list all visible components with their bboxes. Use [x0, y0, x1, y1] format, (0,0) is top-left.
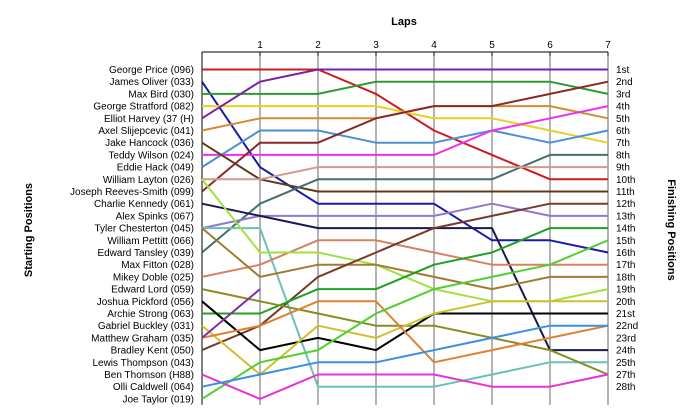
finishing-position-label: 27th: [616, 370, 635, 381]
lap-tick-label: 1: [257, 40, 263, 51]
starting-position-label: Charlie Kennedy (061): [94, 199, 194, 210]
starting-position-label: George Price (096): [109, 65, 194, 76]
finishing-position-label: 21st: [616, 309, 635, 320]
lap-tick-label: 4: [431, 40, 437, 51]
starting-position-label: Bradley Kent (050): [111, 346, 194, 357]
series-lines: [201, 68, 609, 400]
starting-position-label: George Stratford (082): [93, 102, 194, 113]
finishing-position-label: 3rd: [616, 89, 630, 100]
series-line: [201, 81, 609, 254]
finishing-position-label: 22nd: [616, 321, 638, 332]
starting-position-label: Ben Thomson (H88): [104, 370, 194, 381]
finishing-positions-axis-title: Finishing Positions: [665, 179, 677, 280]
starting-position-label: Mikey Doble (025): [113, 272, 194, 283]
finishing-position-label: 4th: [616, 102, 630, 113]
lap-tick-label: 7: [605, 40, 611, 51]
series-line: [201, 227, 608, 291]
starting-position-label: Olli Caldwell (064): [113, 382, 194, 393]
series-line: [201, 373, 609, 400]
series-line: [202, 105, 609, 156]
starting-position-label: Tyler Chesterton (045): [95, 224, 195, 235]
starting-position-label: Alex Spinks (067): [116, 211, 194, 222]
lap-tick-label: 5: [489, 40, 495, 51]
starting-position-label: William Pettitt (066): [107, 236, 194, 247]
lap-tick-label: 6: [547, 40, 553, 51]
finishing-position-label: 28th: [616, 382, 635, 393]
series-line: [201, 202, 608, 352]
lap-tick-labels: 1 2 3 4 5 6 7: [257, 40, 611, 51]
starting-position-label: Joe Taylor (019): [122, 394, 194, 405]
starting-position-label: Joseph Reeves-Smith (099): [70, 187, 194, 198]
finishing-position-label: 8th: [616, 150, 630, 161]
finishing-position-label: 2nd: [616, 77, 633, 88]
starting-position-label: Eddie Hack (049): [117, 163, 194, 174]
finishing-position-label: 25th: [616, 358, 635, 369]
series-line: [201, 288, 261, 339]
finishing-position-label: 12th: [616, 199, 635, 210]
finishing-position-label: 19th: [616, 285, 635, 296]
finishing-position-label: 14th: [616, 224, 635, 235]
starting-position-label: Archie Strong (063): [107, 309, 194, 320]
starting-position-label: Edward Lord (059): [111, 285, 194, 296]
finishing-position-label: 11th: [616, 187, 635, 198]
finishing-position-labels: 1st2nd3rd4th5th6th7th8th9th10th11th12th1…: [616, 65, 638, 393]
series-line: [201, 202, 608, 230]
starting-position-label: Axel Slijepcevic (041): [98, 126, 194, 137]
series-line: [202, 80, 609, 95]
series-line: [201, 153, 608, 254]
lap-tick-label: 3: [373, 40, 379, 51]
series-line: [201, 239, 609, 400]
finishing-position-label: 1st: [616, 65, 630, 76]
series-line: [201, 300, 608, 376]
chart-title: Laps: [391, 16, 417, 28]
starting-positions-axis-title: Starting Positions: [23, 183, 35, 277]
starting-position-label: Elliot Harvey (37 (H): [104, 114, 194, 125]
finishing-position-label: 24th: [616, 346, 635, 357]
starting-position-label: Edward Tansley (039): [97, 248, 194, 259]
starting-position-label: Max Bird (030): [128, 89, 194, 100]
lap-tick-label: 2: [315, 40, 321, 51]
starting-position-label: James Oliver (033): [110, 77, 194, 88]
series-line: [202, 166, 608, 181]
series-line: [201, 324, 608, 388]
starting-position-label: William Layton (026): [103, 175, 194, 186]
finishing-position-label: 23rd: [616, 333, 636, 344]
starting-position-label: Lewis Thompson (043): [92, 358, 194, 369]
starting-position-label: Teddy Wilson (024): [108, 150, 194, 161]
series-line: [201, 68, 608, 120]
series-line: [201, 239, 608, 278]
series-line: [201, 80, 609, 193]
finishing-position-label: 20th: [616, 297, 635, 308]
finishing-position-label: 13th: [616, 211, 635, 222]
finishing-position-label: 17th: [616, 260, 635, 271]
finishing-position-label: 18th: [616, 272, 635, 283]
starting-position-label: Matthew Graham (035): [91, 333, 194, 344]
finishing-position-label: 15th: [616, 236, 635, 247]
starting-position-label: Jake Hancock (036): [105, 138, 194, 149]
starting-position-label: Gabriel Buckley (031): [98, 321, 194, 332]
starting-position-label: Max Fitton (028): [121, 260, 194, 271]
finishing-position-label: 10th: [616, 175, 635, 186]
finishing-position-label: 7th: [616, 138, 630, 149]
series-line: [202, 227, 608, 315]
starting-position-label: Joshua Pickford (056): [97, 297, 194, 308]
starting-position-labels: George Price (096)James Oliver (033)Max …: [70, 65, 194, 405]
series-line: [202, 227, 608, 388]
series-line: [201, 300, 609, 364]
series-line: [201, 129, 609, 168]
series-line: [201, 202, 608, 352]
finishing-position-label: 5th: [616, 114, 630, 125]
finishing-position-label: 16th: [616, 248, 635, 259]
finishing-position-label: 6th: [616, 126, 630, 137]
finishing-position-label: 9th: [616, 163, 630, 174]
series-line: [201, 141, 608, 193]
